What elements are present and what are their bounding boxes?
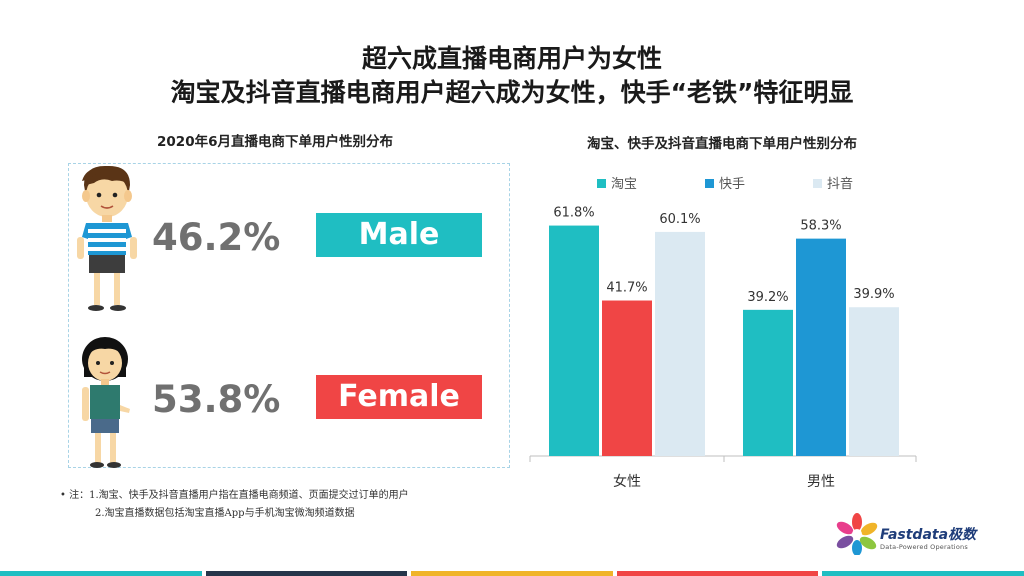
legend-label: 抖音 xyxy=(827,176,853,192)
female-label: Female xyxy=(316,375,482,419)
data-label: 41.7% xyxy=(606,281,647,296)
female-percent: 53.8% xyxy=(152,378,281,421)
chart-title: 淘宝、快手及抖音直播电商下单用户性别分布 xyxy=(587,135,857,152)
bar xyxy=(549,225,599,456)
data-label: 60.1% xyxy=(659,212,700,227)
page-subtitle: 淘宝及抖音直播电商用户超六成为女性，快手“老铁”特征明显 xyxy=(170,78,854,107)
female-figure-icon xyxy=(82,337,130,468)
data-label: 39.2% xyxy=(747,290,788,305)
bar xyxy=(743,309,793,456)
data-label: 39.9% xyxy=(853,287,894,302)
male-percent: 46.2% xyxy=(152,216,281,259)
legend-label: 淘宝 xyxy=(611,177,637,192)
legend-swatch xyxy=(597,179,606,188)
logo-name: Fastdata极数 xyxy=(880,527,977,543)
footer-segment xyxy=(616,571,819,576)
legend-swatch xyxy=(813,179,822,188)
data-label: 61.8% xyxy=(553,206,594,221)
bar xyxy=(602,300,652,456)
male-figure-icon xyxy=(77,165,137,311)
left-panel-title: 2020年6月直播电商下单用户性别分布 xyxy=(157,134,393,150)
gender-distribution-panel xyxy=(68,163,510,468)
bar xyxy=(655,231,705,456)
category-label: 女性 xyxy=(613,473,641,490)
footer-segment xyxy=(411,571,613,576)
male-label: Male xyxy=(316,213,482,257)
data-label: 58.3% xyxy=(800,219,841,234)
bar xyxy=(796,238,846,456)
footer-color-bar xyxy=(0,571,1024,576)
legend-swatch xyxy=(705,179,714,188)
logo-tagline: Data-Powered Operations xyxy=(880,543,968,551)
footer-segment xyxy=(822,571,1024,576)
category-label: 男性 xyxy=(807,474,835,490)
bar xyxy=(849,307,899,456)
footnote-1: • 注：1.淘宝、快手及抖音直播用户指在直播电商频道、页面提交过订单的用户 xyxy=(60,490,409,501)
page-title: 超六成直播电商用户为女性 xyxy=(361,44,662,73)
footnote-2: 2.淘宝直播数据包括淘宝直播App与手机淘宝微淘频道数据 xyxy=(95,508,355,519)
footer-segment xyxy=(205,571,408,576)
legend-label: 快手 xyxy=(719,177,745,192)
fastdata-logo-icon xyxy=(836,513,878,555)
footer-segment xyxy=(0,571,202,576)
